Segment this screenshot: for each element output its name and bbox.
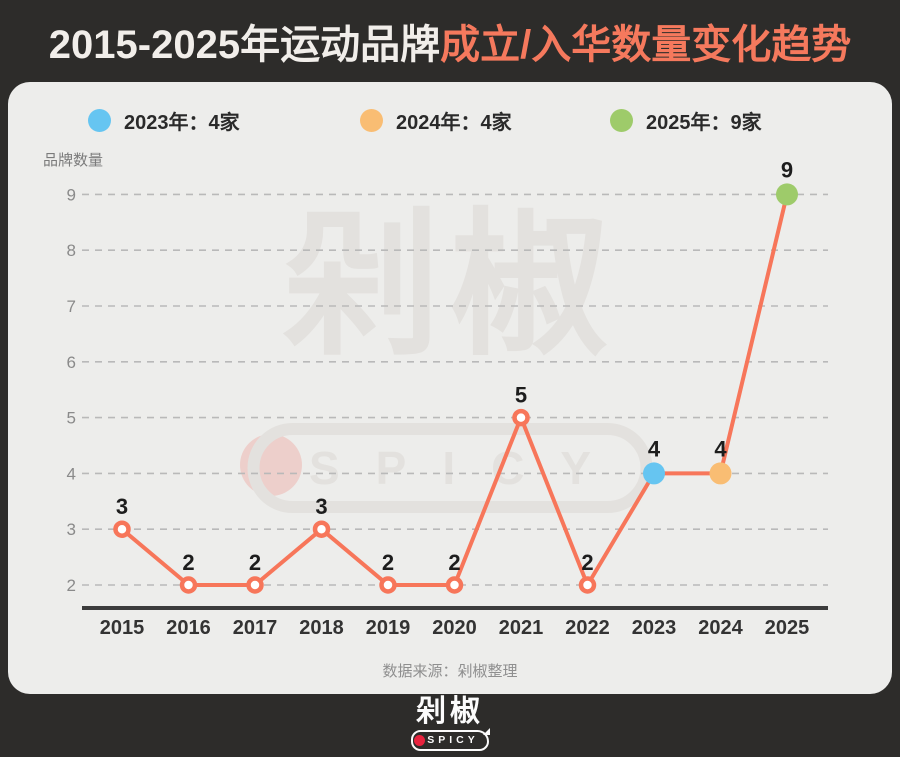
x-tick-2020: 2020 bbox=[432, 617, 477, 639]
watermark-spicy-text: SPICY bbox=[308, 442, 628, 494]
legend-dot-2024 bbox=[360, 108, 383, 132]
title-part-plain: 2015-2025年运动品牌 bbox=[48, 23, 441, 67]
brand-logo-subtext: SPICY bbox=[427, 734, 479, 747]
watermark-brand-text: 剁椒 bbox=[282, 198, 618, 374]
logo-red-dot-icon bbox=[414, 735, 425, 746]
legend-label-2023: 2023年：4家 bbox=[124, 111, 240, 134]
watermark: 剁椒 SPICY bbox=[8, 82, 892, 694]
x-tick-2024: 2024 bbox=[698, 617, 743, 639]
legend-item-2025: 2025年：9家 bbox=[610, 107, 762, 134]
legend-dot-2025 bbox=[610, 108, 633, 132]
x-tick-2019: 2019 bbox=[366, 617, 411, 639]
y-tick-5: 5 bbox=[67, 409, 76, 428]
legend-item-2023: 2023年：4家 bbox=[88, 107, 240, 134]
logo-spout-icon bbox=[483, 728, 490, 735]
y-tick-6: 6 bbox=[67, 353, 76, 372]
data-point-2023 bbox=[643, 462, 665, 485]
value-label-2017: 2 bbox=[249, 550, 261, 575]
value-label-2023: 4 bbox=[648, 436, 661, 461]
data-point-2018 bbox=[312, 520, 331, 538]
y-tick-3: 3 bbox=[67, 520, 76, 539]
value-label-2019: 2 bbox=[382, 550, 394, 575]
x-tick-2018: 2018 bbox=[299, 617, 344, 639]
x-tick-2016: 2016 bbox=[166, 617, 211, 639]
y-tick-2: 2 bbox=[67, 576, 76, 595]
y-tick-7: 7 bbox=[67, 297, 76, 316]
value-label-2015: 3 bbox=[116, 494, 128, 519]
page-title: 2015-2025年运动品牌成立/入华数量变化趋势 bbox=[49, 12, 851, 70]
legend-dot-2023 bbox=[88, 108, 111, 132]
y-tick-8: 8 bbox=[67, 241, 76, 260]
y-tick-9: 9 bbox=[67, 185, 76, 204]
data-point-2017 bbox=[246, 576, 264, 594]
data-point-2022 bbox=[578, 576, 597, 594]
value-label-2018: 3 bbox=[315, 494, 327, 519]
value-label-2022: 2 bbox=[581, 550, 593, 575]
y-axis-label: 品牌数量 bbox=[43, 152, 104, 169]
data-point-2025 bbox=[776, 183, 798, 206]
chart-card: 剁椒 SPICY 2023年：4家 2024年：4家 2025年：9家 品牌数量… bbox=[8, 82, 892, 694]
series-line bbox=[120, 193, 789, 587]
brand-logo-badge: SPICY bbox=[411, 728, 490, 751]
x-tick-2015: 2015 bbox=[100, 617, 145, 639]
brand-logo-text: 剁椒 bbox=[416, 695, 484, 728]
value-label-2025: 9 bbox=[781, 157, 793, 182]
value-label-2021: 5 bbox=[515, 383, 527, 408]
watermark-spicy-badge: SPICY bbox=[247, 423, 653, 513]
x-tick-2022: 2022 bbox=[565, 617, 610, 639]
data-point-2020 bbox=[445, 576, 464, 594]
value-label-2024: 4 bbox=[714, 436, 727, 461]
data-point-2015 bbox=[113, 520, 131, 538]
data-point-2016 bbox=[179, 576, 198, 594]
x-tick-2017: 2017 bbox=[233, 617, 278, 639]
legend-item-2024: 2024年：4家 bbox=[360, 107, 512, 134]
data-point-2024 bbox=[709, 462, 732, 485]
x-tick-2023: 2023 bbox=[632, 617, 677, 639]
y-tick-4: 4 bbox=[67, 464, 76, 483]
header: 2015-2025年运动品牌成立/入华数量变化趋势 bbox=[0, 0, 900, 82]
source-note: 数据来源：剁椒整理 bbox=[382, 663, 518, 680]
footer: 剁椒 SPICY bbox=[0, 694, 900, 757]
title-part-accent: 成立/入华数量变化趋势 bbox=[440, 23, 852, 67]
legend-label-2024: 2024年：4家 bbox=[396, 111, 512, 134]
x-tick-2025: 2025 bbox=[765, 617, 810, 639]
line-chart: 2 3 4 5 6 7 8 9 2015 2016 2017 2018 2019 2020 2021 2022… bbox=[67, 157, 828, 639]
data-point-2019 bbox=[379, 576, 397, 594]
value-label-2020: 2 bbox=[448, 550, 460, 575]
data-point-2021 bbox=[512, 408, 530, 427]
legend-label-2025: 2025年：9家 bbox=[646, 111, 762, 134]
x-tick-2021: 2021 bbox=[499, 617, 544, 639]
value-label-2016: 2 bbox=[182, 550, 194, 575]
